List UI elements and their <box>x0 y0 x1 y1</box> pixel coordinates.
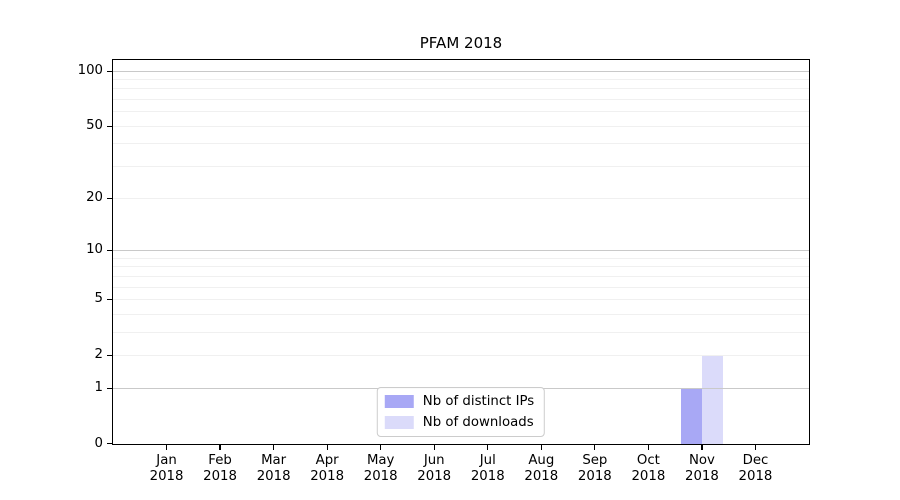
x-tick-year: 2018 <box>256 468 291 484</box>
x-tick-jun <box>433 444 435 450</box>
x-tick-oct <box>647 444 649 450</box>
x-tick-year: 2018 <box>363 468 398 484</box>
chart-title: PFAM 2018 <box>419 34 503 52</box>
x-tick-year: 2018 <box>203 468 237 484</box>
x-tick-year: 2018 <box>417 468 452 484</box>
gridline-y-8 <box>113 266 809 268</box>
y-tick-label-20: 20 <box>86 189 103 205</box>
x-tick-apr <box>326 444 328 450</box>
y-tick-label-0: 0 <box>94 436 103 451</box>
x-tick-year: 2018 <box>310 468 345 484</box>
x-tick-dec <box>754 444 757 450</box>
x-tick-label-jan: Jan 2018 <box>135 453 199 484</box>
gridline-y-80 <box>113 88 809 90</box>
legend-swatch-distinct-ips <box>384 395 414 408</box>
x-tick-may <box>380 444 382 450</box>
gridline-y-6 <box>113 286 809 288</box>
x-tick-jul <box>487 444 489 450</box>
legend: Nb of distinct IPs Nb of downloads <box>376 387 546 437</box>
x-tick-year: 2018 <box>577 468 612 484</box>
y-tick-10 <box>107 249 112 252</box>
y-tick-20 <box>107 197 112 199</box>
x-tick-month: Sep <box>582 453 608 468</box>
y-tick-0 <box>107 443 112 445</box>
x-tick-year: 2018 <box>738 468 773 484</box>
gridline-y-40 <box>113 143 809 145</box>
gridline-y-3 <box>113 331 809 333</box>
x-tick-label-jul: Jul 2018 <box>456 453 520 484</box>
x-tick-label-may: May 2018 <box>349 453 413 484</box>
y-tick-label-100: 100 <box>77 62 103 78</box>
y-tick-5 <box>107 298 112 301</box>
gridline-y-5 <box>113 298 809 300</box>
x-tick-year: 2018 <box>524 468 559 484</box>
gridline-y-70 <box>113 99 809 101</box>
x-tick-label-apr: Apr 2018 <box>295 453 359 484</box>
y-tick-1 <box>107 387 112 390</box>
x-tick-label-aug: Aug 2018 <box>509 453 573 484</box>
x-tick-label-mar: Mar 2018 <box>242 453 306 484</box>
legend-label-downloads: Nb of downloads <box>422 415 534 430</box>
bar-nov-series1 <box>701 355 724 444</box>
x-tick-aug <box>540 444 542 450</box>
y-tick-50 <box>107 125 112 127</box>
x-tick-label-sep: Sep 2018 <box>563 453 627 484</box>
x-tick-year: 2018 <box>685 468 719 484</box>
gridline-y-20 <box>113 197 809 199</box>
x-tick-month: Oct <box>636 453 660 468</box>
x-tick-month: Feb <box>208 453 232 468</box>
x-tick-month: Jun <box>423 453 445 468</box>
gridline-y-2 <box>113 355 809 357</box>
bar-nov-series0 <box>680 387 702 444</box>
x-tick-label-nov: Nov 2018 <box>670 453 734 484</box>
y-tick-label-1: 1 <box>94 379 103 395</box>
x-tick-month: Apr <box>315 453 339 468</box>
x-tick-month: Nov <box>688 453 715 468</box>
x-tick-year: 2018 <box>631 468 666 484</box>
y-tick-2 <box>107 355 112 357</box>
legend-item-distinct-ips: Nb of distinct IPs <box>384 394 535 409</box>
gridline-y-30 <box>113 166 809 168</box>
x-tick-mar <box>273 444 275 450</box>
x-tick-month: Aug <box>528 453 555 468</box>
x-tick-label-jun: Jun 2018 <box>402 453 466 484</box>
gridline-y-9 <box>113 257 809 259</box>
x-tick-jan <box>165 444 168 450</box>
x-tick-label-oct: Oct 2018 <box>616 453 680 484</box>
gridline-y-60 <box>113 111 809 113</box>
gridline-y-90 <box>113 78 809 80</box>
y-tick-label-50: 50 <box>86 117 103 133</box>
gridline-y-50 <box>113 125 809 127</box>
x-tick-year: 2018 <box>149 468 184 484</box>
y-tick-label-2: 2 <box>94 347 103 363</box>
gridline-y-10 <box>113 249 809 251</box>
x-tick-nov <box>701 444 703 450</box>
x-tick-year: 2018 <box>470 468 505 484</box>
x-tick-month: Dec <box>742 453 769 468</box>
x-tick-month: May <box>366 453 395 468</box>
x-tick-label-feb: Feb 2018 <box>188 453 252 484</box>
gridline-y-100 <box>113 70 809 72</box>
y-tick-100 <box>107 70 112 72</box>
gridline-y-7 <box>113 275 809 277</box>
x-tick-month: Jul <box>479 453 496 468</box>
x-tick-feb <box>219 444 221 450</box>
legend-item-downloads: Nb of downloads <box>384 415 534 430</box>
gridline-y-4 <box>113 313 809 315</box>
x-tick-sep <box>594 444 596 450</box>
plot-area: Nb of distinct IPs Nb of downloads 0 1 2 5 1… <box>78 59 810 484</box>
y-tick-label-5: 5 <box>94 290 103 306</box>
x-tick-month: Mar <box>261 453 287 468</box>
legend-label-distinct-ips: Nb of distinct IPs <box>422 394 535 409</box>
x-tick-label-dec: Dec 2018 <box>723 453 787 484</box>
x-tick-month: Jan <box>156 453 177 468</box>
legend-swatch-downloads <box>384 416 414 429</box>
y-tick-label-10: 10 <box>86 241 103 257</box>
